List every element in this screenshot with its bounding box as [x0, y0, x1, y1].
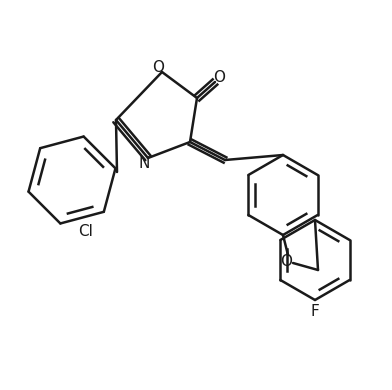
- Text: Cl: Cl: [78, 224, 93, 239]
- Text: O: O: [280, 255, 292, 269]
- Text: O: O: [213, 69, 225, 85]
- Text: N: N: [138, 156, 150, 170]
- Text: O: O: [152, 60, 164, 74]
- Text: F: F: [310, 305, 319, 319]
